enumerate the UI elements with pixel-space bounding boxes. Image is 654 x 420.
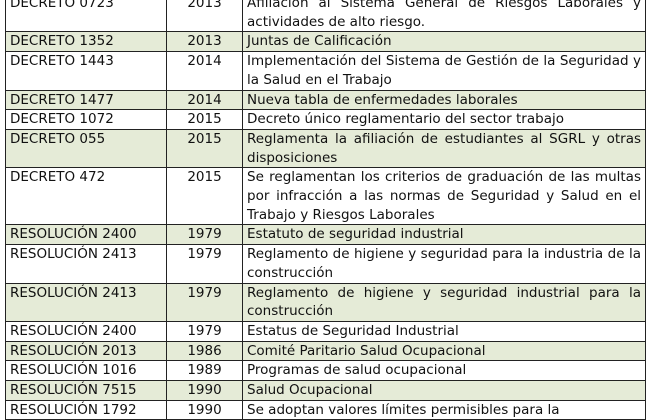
year-cell: 2015: [166, 167, 243, 226]
norma-cell: DECRETO 055: [5, 128, 167, 169]
year-cell: 2015: [166, 128, 243, 169]
year-cell: 2015: [166, 109, 243, 130]
table-row: DECRETO 1072 2015 Decreto único reglamenta…: [5, 109, 646, 130]
year-cell: 1990: [166, 380, 243, 401]
norma-cell: RESOLUCIÓN 7515: [5, 380, 167, 401]
year-cell: 1979: [166, 244, 243, 284]
year-cell: 1979: [166, 320, 243, 342]
norma-cell: RESOLUCIÓN 2413: [5, 244, 167, 284]
year-cell: 1989: [166, 360, 243, 382]
description-cell: Decreto único reglamentario del sector t…: [242, 109, 646, 130]
table-row: RESOLUCIÓN 2413 1979 Reglamento de higiene…: [5, 244, 646, 284]
table-row: RESOLUCIÓN 2400 1979 Estatus de Seguridad …: [5, 320, 646, 342]
table-row: RESOLUCIÓN 2013 1986 Comité Paritario Salu…: [5, 340, 646, 362]
description-cell: Estatuto de seguridad industrial: [242, 224, 646, 246]
year-cell: 1979: [166, 282, 243, 322]
description-cell: Reglamenta la afiliación de estudiantes …: [242, 128, 646, 169]
description-cell: Estatus de Seguridad Industrial: [242, 320, 646, 342]
description-cell: Nueva tabla de enfermedades laborales: [242, 89, 646, 111]
year-cell: 2014: [166, 51, 243, 91]
description-cell: Se adoptan valores límites permisibles p…: [242, 399, 646, 420]
norma-cell: RESOLUCIÓN 2400: [5, 320, 167, 342]
table-row: DECRETO 055 2015 Reglamenta la afiliación …: [5, 128, 646, 169]
norma-cell: DECRETO 1072: [5, 109, 167, 130]
description-cell: Salud Ocupacional: [242, 380, 646, 401]
description-cell: Programas de salud ocupacional: [242, 360, 646, 382]
norma-cell: DECRETO 1477: [5, 89, 167, 111]
table-row: RESOLUCIÓN 7515 1990 Salud Ocupacional: [5, 380, 646, 401]
table-row: DECRETO 1443 2014 Implementación del Siste…: [5, 51, 646, 91]
norma-cell: DECRETO 472: [5, 167, 167, 226]
year-cell: 2013: [166, 0, 243, 33]
table-row: DECRETO 1352 2013 Juntas de Calificación: [5, 31, 646, 53]
description-cell: Reglamento de higiene y seguridad indust…: [242, 282, 646, 322]
description-cell: Juntas de Calificación: [242, 31, 646, 53]
description-cell: Comité Paritario Salud Ocupacional: [242, 340, 646, 362]
norma-cell: DECRETO 1352: [5, 31, 167, 53]
norma-cell: DECRETO 1443: [5, 51, 167, 91]
table-row: RESOLUCIÓN 1792 1990 Se adoptan valores lí…: [5, 399, 646, 420]
table-row: DECRETO 1477 2014 Nueva tabla de enfermeda…: [5, 89, 646, 111]
table-row: DECRETO 0723 2013 Afiliación al Sistema Ge…: [5, 0, 646, 33]
year-cell: 2014: [166, 89, 243, 111]
regulations-table: DECRETO 0723 2013 Afiliación al Sistema Ge…: [5, 0, 646, 420]
table-row: RESOLUCIÓN 2400 1979 Estatuto de seguridad…: [5, 224, 646, 246]
year-cell: 1979: [166, 224, 243, 246]
year-cell: 2013: [166, 31, 243, 53]
norma-cell: RESOLUCIÓN 1792: [5, 399, 167, 420]
description-cell: Implementación del Sistema de Gestión de…: [242, 51, 646, 91]
table-row: RESOLUCIÓN 1016 1989 Programas de salud oc…: [5, 360, 646, 382]
norma-cell: RESOLUCIÓN 2413: [5, 282, 167, 322]
year-cell: 1990: [166, 399, 243, 420]
description-cell: Afiliación al Sistema General de Riesgos…: [242, 0, 646, 33]
norma-cell: RESOLUCIÓN 2400: [5, 224, 167, 246]
table-row: RESOLUCIÓN 2413 1979 Reglamento de higiene…: [5, 282, 646, 322]
norma-cell: RESOLUCIÓN 1016: [5, 360, 167, 382]
norma-cell: RESOLUCIÓN 2013: [5, 340, 167, 362]
year-cell: 1986: [166, 340, 243, 362]
table-row: DECRETO 472 2015 Se reglamentan los criter…: [5, 167, 646, 226]
description-cell: Reglamento de higiene y seguridad para l…: [242, 244, 646, 284]
norma-cell: DECRETO 0723: [5, 0, 167, 33]
description-cell: Se reglamentan los criterios de graduaci…: [242, 167, 646, 226]
